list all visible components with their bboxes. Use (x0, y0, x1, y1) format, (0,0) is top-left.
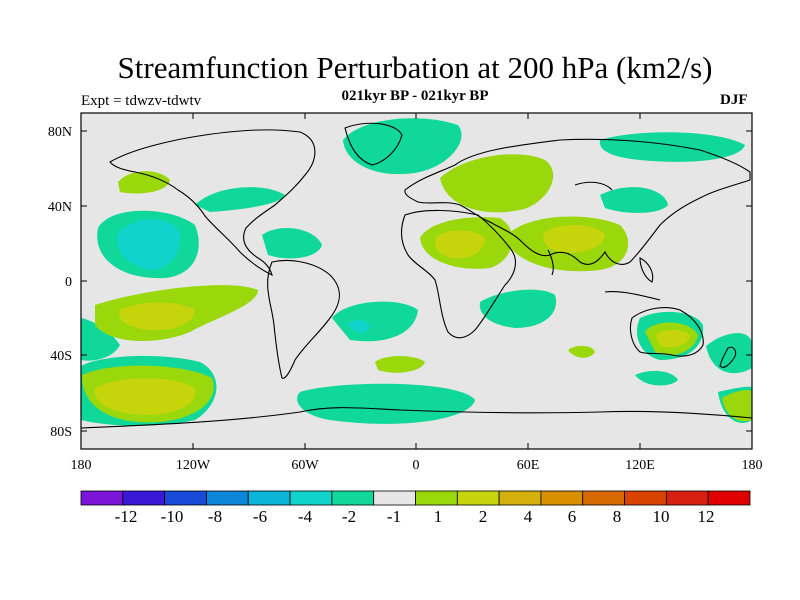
colorbar-label: 12 (697, 507, 715, 526)
lat-tick-label: 40S (50, 349, 72, 364)
colorbar-swatch (247, 490, 291, 506)
lat-tick-label: 80S (50, 425, 72, 440)
lon-tick-label: 0 (413, 458, 420, 473)
colorbar-label: 8 (612, 507, 622, 526)
colorbar-swatch (707, 490, 751, 506)
lat-tick-label: 80N (48, 125, 72, 140)
colorbar-swatch (289, 490, 333, 506)
colorbar-swatch (498, 490, 542, 506)
colorbar-swatch (206, 490, 249, 506)
colorbar-swatch (665, 490, 709, 506)
colorbar-swatch (624, 490, 667, 506)
season-label: DJF (720, 92, 748, 108)
colorbar-swatch (456, 490, 500, 506)
longitude-labels: 180 120W 60W 0 60E 120E 180 (71, 458, 763, 473)
map-title: Streamfunction Perturbation at 200 hPa (… (117, 50, 713, 85)
colorbar-label: -12 (114, 507, 138, 526)
coastlines (81, 122, 752, 429)
colorbar-swatch (582, 490, 625, 506)
colorbar-swatch (373, 490, 416, 506)
lon-tick-label: 60W (291, 458, 319, 473)
colorbar-swatch (80, 490, 124, 506)
colorbar-label: -4 (297, 507, 313, 526)
latitude-labels: 80N 40N 0 40S 80S (48, 125, 72, 440)
strong-negative-anomaly-regions (117, 219, 370, 333)
latitude-ticks (81, 130, 752, 432)
lon-tick-label: 180 (71, 458, 92, 473)
colorbar-label: -2 (341, 507, 357, 526)
colorbar-swatch (415, 490, 458, 506)
map-subtitle: 021kyr BP - 021kyr BP (341, 88, 489, 104)
streamfunction-field (81, 113, 752, 449)
colorbar-swatch (331, 490, 375, 506)
lon-tick-label: 120E (625, 458, 655, 473)
lat-tick-label: 0 (65, 275, 72, 290)
lon-tick-label: 120W (176, 458, 211, 473)
colorbar-label: 6 (567, 507, 577, 526)
colorbar-label: -6 (252, 507, 268, 526)
colorbar-label: 1 (433, 507, 443, 526)
colorbar-label: 4 (523, 507, 533, 526)
lon-tick-label: 60E (517, 458, 540, 473)
colorbar-label: 10 (652, 507, 670, 526)
colorbar-label: -10 (160, 507, 184, 526)
experiment-label: Expt = tdwzv-tdwtv (81, 93, 202, 109)
colorbar-label: 2 (478, 507, 488, 526)
colorbar-label: -1 (386, 507, 402, 526)
colorbar-label: -8 (207, 507, 223, 526)
lon-tick-label: 180 (742, 458, 763, 473)
colorbar-swatch (122, 490, 166, 506)
colorbar (80, 490, 751, 506)
strong-positive-anomaly-regions (94, 224, 690, 415)
colorbar-swatch (164, 490, 207, 506)
colorbar-swatch (540, 490, 584, 506)
lat-tick-label: 40N (48, 200, 72, 215)
longitude-ticks (80, 113, 753, 449)
